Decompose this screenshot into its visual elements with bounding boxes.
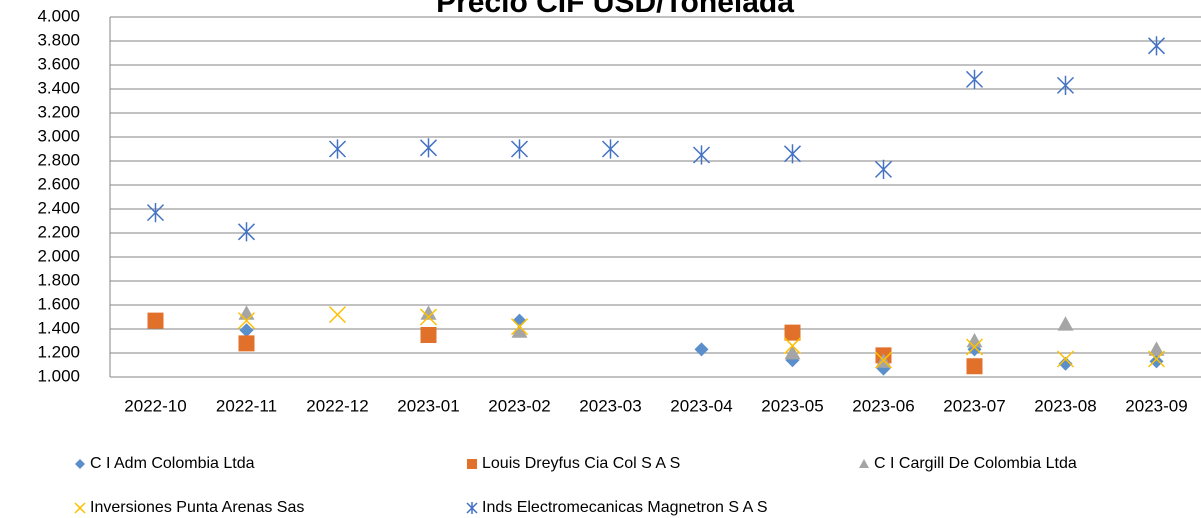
marker bbox=[419, 138, 438, 158]
x-tick-label: 2022-12 bbox=[306, 396, 368, 415]
marker bbox=[874, 159, 893, 179]
marker bbox=[511, 323, 528, 338]
marker bbox=[1147, 36, 1166, 56]
marker bbox=[510, 139, 529, 159]
marker bbox=[146, 203, 165, 223]
marker bbox=[601, 139, 620, 159]
marker bbox=[1058, 356, 1073, 371]
marker bbox=[1149, 354, 1164, 369]
y-tick-label: 1.800 bbox=[37, 270, 80, 289]
y-tick-label: 2.200 bbox=[37, 222, 80, 241]
x-tick-label: 2022-11 bbox=[216, 396, 277, 415]
x-tick-label: 2023-08 bbox=[1034, 396, 1096, 415]
marker bbox=[238, 335, 255, 352]
marker bbox=[692, 145, 711, 165]
marker bbox=[694, 342, 709, 357]
marker bbox=[238, 305, 255, 320]
marker bbox=[419, 308, 438, 326]
x-tick-label: 2022-10 bbox=[124, 396, 186, 415]
x-tick-label: 2023-04 bbox=[670, 396, 732, 415]
x-tick-label: 2023-01 bbox=[397, 396, 459, 415]
y-tick-label: 4.000 bbox=[37, 6, 80, 25]
marker bbox=[965, 338, 984, 356]
legend-label: C I Adm Colombia Ltda bbox=[90, 455, 255, 472]
marker bbox=[1056, 75, 1075, 95]
marker bbox=[784, 324, 801, 341]
marker bbox=[965, 69, 984, 89]
marker bbox=[966, 333, 983, 348]
marker bbox=[328, 306, 347, 324]
marker bbox=[783, 144, 802, 164]
marker bbox=[75, 459, 85, 469]
y-tick-label: 3.400 bbox=[37, 78, 80, 97]
marker bbox=[237, 222, 256, 242]
marker bbox=[328, 139, 347, 159]
marker bbox=[74, 502, 86, 514]
marker bbox=[1147, 350, 1166, 368]
marker bbox=[784, 345, 801, 360]
y-tick-label: 3.800 bbox=[37, 30, 80, 49]
marker bbox=[966, 358, 983, 375]
y-tick-label: 2.000 bbox=[37, 246, 80, 265]
marker bbox=[1056, 350, 1075, 368]
x-tick-label: 2023-02 bbox=[488, 396, 550, 415]
marker bbox=[467, 459, 477, 469]
y-tick-label: 1.600 bbox=[37, 294, 80, 313]
x-tick-label: 2023-07 bbox=[943, 396, 1005, 415]
marker bbox=[466, 502, 478, 514]
marker bbox=[239, 323, 254, 338]
legend-label: Inversiones Punta Arenas Sas bbox=[90, 499, 304, 516]
marker bbox=[859, 459, 869, 468]
marker bbox=[783, 337, 802, 355]
y-tick-label: 1.000 bbox=[37, 366, 80, 385]
y-tick-label: 3.000 bbox=[37, 126, 80, 145]
x-tick-label: 2023-05 bbox=[761, 396, 823, 415]
y-tick-label: 2.800 bbox=[37, 150, 80, 169]
marker bbox=[874, 351, 893, 369]
y-tick-label: 1.200 bbox=[37, 342, 80, 361]
y-tick-label: 3.200 bbox=[37, 102, 80, 121]
legend-label: Louis Dreyfus Cia Col S A S bbox=[482, 455, 680, 472]
y-tick-label: 2.400 bbox=[37, 198, 80, 217]
chart-title: Precio CIF USD/Tonelada bbox=[436, 0, 794, 19]
marker bbox=[420, 327, 437, 343]
marker bbox=[147, 312, 164, 329]
marker bbox=[510, 318, 529, 336]
marker bbox=[420, 305, 437, 320]
legend-label: C I Cargill De Colombia Ltda bbox=[874, 455, 1077, 472]
marker bbox=[237, 312, 256, 330]
marker bbox=[1148, 341, 1165, 356]
x-tick-label: 2023-06 bbox=[852, 396, 914, 415]
y-tick-label: 3.600 bbox=[37, 54, 80, 73]
marker bbox=[1057, 316, 1074, 331]
y-tick-label: 1.400 bbox=[37, 318, 80, 337]
x-tick-label: 2023-09 bbox=[1125, 396, 1187, 415]
legend-label: Inds Electromecanicas Magnetron S A S bbox=[482, 499, 767, 516]
y-tick-label: 2.600 bbox=[37, 174, 80, 193]
x-tick-label: 2023-03 bbox=[579, 396, 641, 415]
